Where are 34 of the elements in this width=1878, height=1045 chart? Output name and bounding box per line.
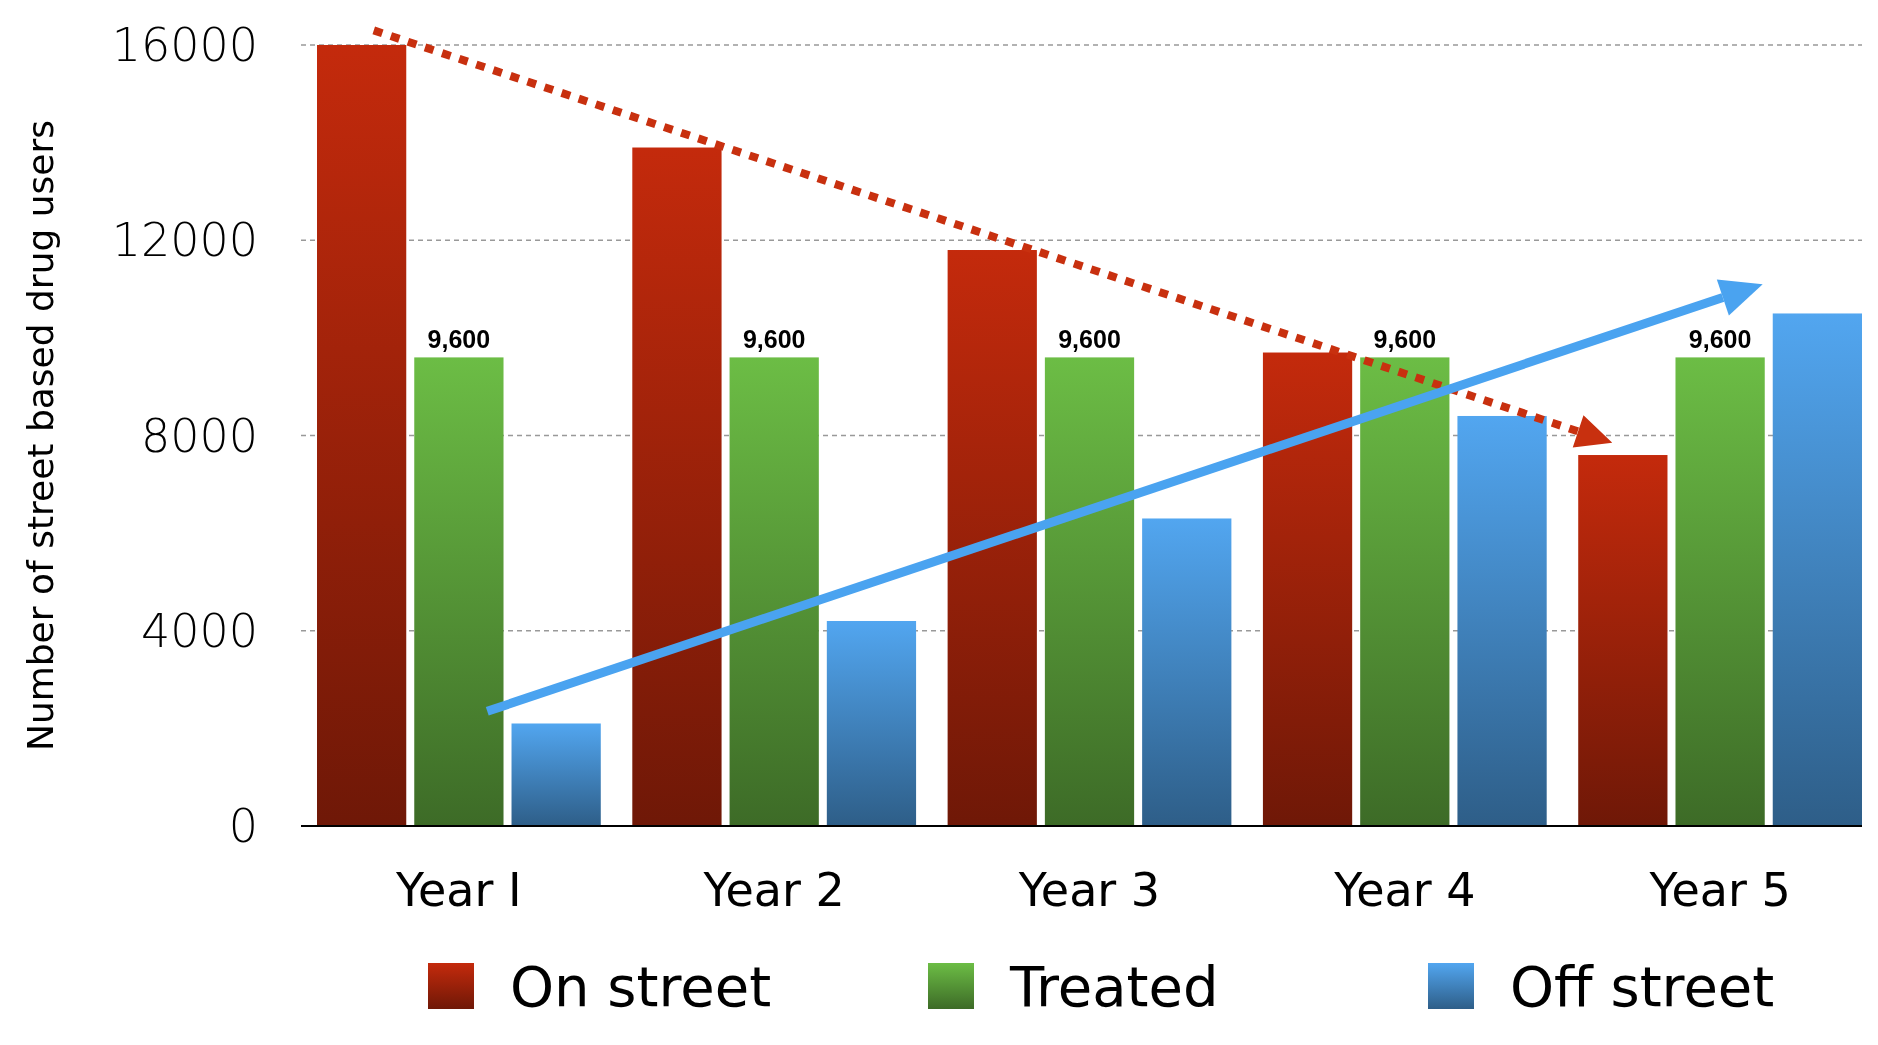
bar [414, 357, 504, 826]
data-label: 9,600 [1688, 325, 1752, 354]
data-label: 9,600 [742, 325, 806, 354]
y-tick-label: 12000 [111, 213, 258, 268]
y-axis-title: Number of street based drug users [20, 119, 61, 752]
bar [1578, 455, 1668, 826]
legend-label: On street [510, 953, 772, 1019]
bar [947, 250, 1037, 826]
bar [1142, 518, 1232, 826]
legend-label: Treated [1009, 953, 1219, 1019]
data-label: 9,600 [1058, 325, 1121, 354]
bar [317, 45, 407, 826]
x-tick-label: Year 5 [1648, 863, 1791, 918]
bar [1044, 357, 1135, 826]
x-tick-label: Year 4 [1333, 863, 1476, 918]
x-tick-label: Year I [395, 863, 522, 918]
bar [1360, 357, 1450, 826]
y-tick-label: 16000 [111, 18, 258, 73]
bar [1457, 415, 1547, 826]
y-tick-label: 0 [228, 799, 258, 854]
bar [826, 620, 917, 826]
bar [729, 357, 819, 826]
x-tick-label: Year 3 [1017, 863, 1161, 918]
legend-label: Off street [1510, 953, 1775, 1019]
x-tick-label: Year 2 [702, 863, 845, 918]
bar [511, 723, 601, 826]
bar [1772, 313, 1862, 826]
data-label: 9,600 [1373, 325, 1437, 354]
data-label: 9,600 [427, 325, 491, 354]
bar [1675, 357, 1765, 826]
y-tick-label: 8000 [140, 408, 258, 463]
bar [1262, 352, 1353, 826]
y-tick-label: 4000 [140, 603, 258, 658]
bar [632, 147, 722, 826]
